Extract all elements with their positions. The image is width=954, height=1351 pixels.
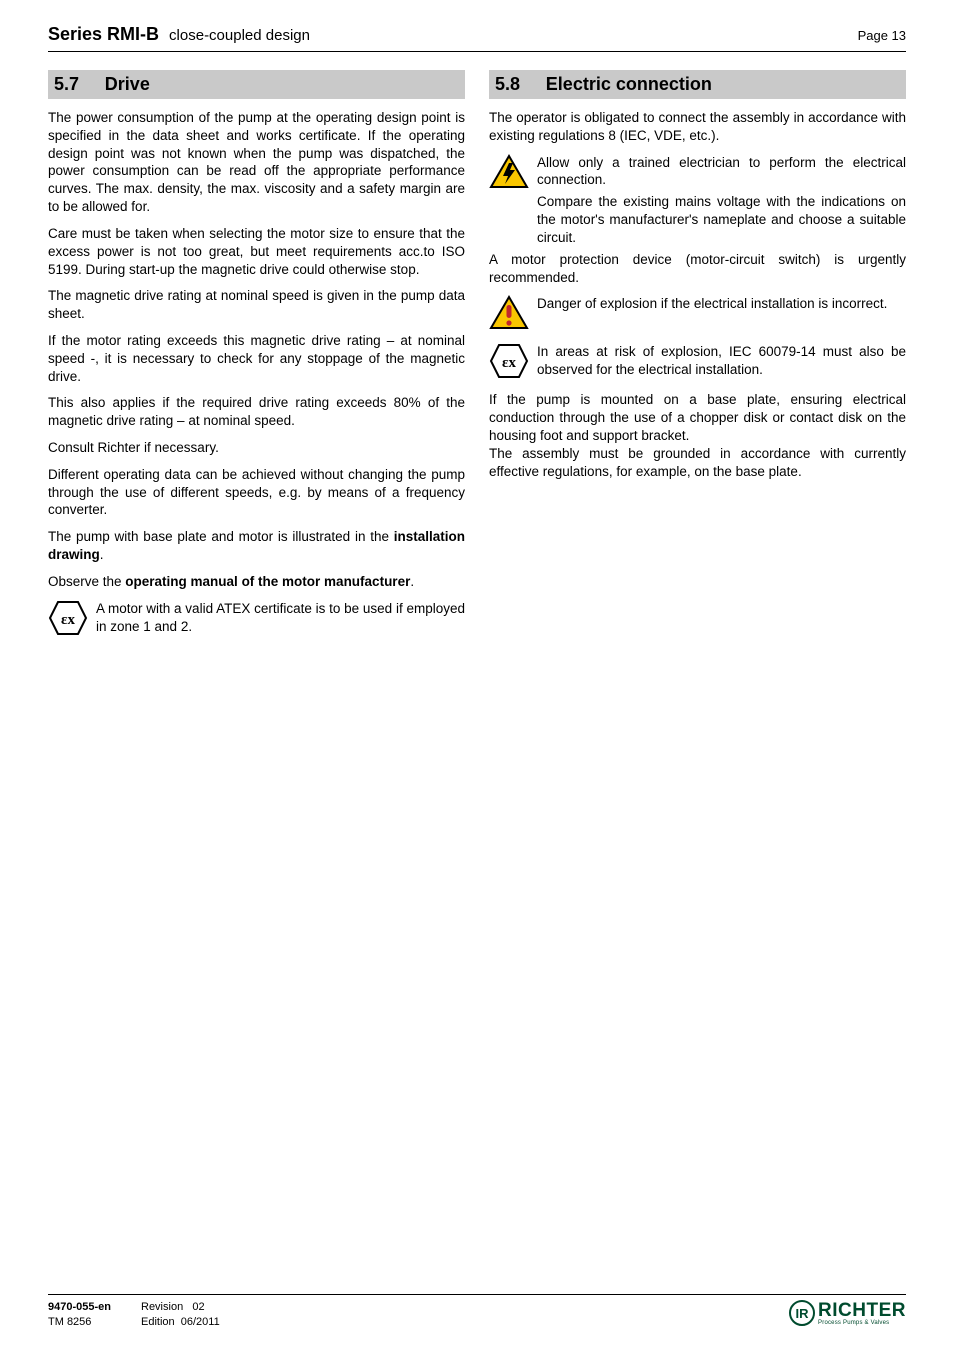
page-header: Series RMI-B close-coupled design Page 1… [48, 24, 906, 45]
logo-word: RICHTER [818, 1301, 906, 1320]
body-paragraph: This also applies if the required drive … [48, 394, 465, 430]
revision-value: 02 [192, 1301, 204, 1313]
page-footer: 9470-055-en TM 8256 Revision 02 Edition … [48, 1294, 906, 1329]
svg-text:εx: εx [502, 355, 516, 371]
logo-text-group: RICHTER Process Pumps & Valves [818, 1301, 906, 1326]
exclamation-triangle-icon [489, 295, 531, 334]
edition-value: 06/2011 [181, 1316, 220, 1328]
edition-line: Edition 06/2011 [141, 1315, 220, 1329]
series-title: Series RMI-B [48, 24, 159, 45]
section-number: 5.8 [495, 74, 520, 94]
section-heading-electric: 5.8 Electric connection [489, 70, 906, 99]
body-paragraph: A motor protection device (motor-circuit… [489, 251, 906, 287]
atex-note-text: A motor with a valid ATEX certificate is… [96, 600, 465, 639]
body-paragraph: Different operating data can be achieved… [48, 466, 465, 519]
edition-label: Edition [141, 1316, 175, 1328]
bold-text: operating manual of the motor manufactur… [125, 574, 410, 589]
atex-area-note-text: In areas at risk of explosion, IEC 60079… [537, 343, 906, 382]
electric-warning-text: Allow only a trained electrician to perf… [537, 154, 906, 247]
body-paragraph: Observe the operating manual of the moto… [48, 573, 465, 591]
electric-warning: Allow only a trained electrician to perf… [489, 154, 906, 247]
footer-revision: Revision 02 Edition 06/2011 [141, 1300, 220, 1329]
body-paragraph: If the pump is mounted on a base plate, … [489, 391, 906, 444]
explosion-danger-text: Danger of explosion if the electrical in… [537, 295, 906, 334]
body-paragraph: If the motor rating exceeds this magneti… [48, 332, 465, 385]
atex-area-note: εx In areas at risk of explosion, IEC 60… [489, 343, 906, 382]
content-columns: 5.7 Drive The power consumption of the p… [48, 70, 906, 648]
logo-mark: IR [789, 1300, 815, 1326]
right-column: 5.8 Electric connection The operator is … [489, 70, 906, 648]
text: . [410, 574, 414, 589]
body-paragraph: Consult Richter if necessary. [48, 439, 465, 457]
text: The pump with base plate and motor is il… [48, 529, 394, 544]
doc-code: 9470-055-en [48, 1300, 111, 1314]
body-paragraph: The magnetic drive rating at nominal spe… [48, 287, 465, 323]
section-title: Electric connection [546, 74, 712, 94]
body-paragraph: The power consumption of the pump at the… [48, 109, 465, 216]
body-paragraph: The operator is obligated to connect the… [489, 109, 906, 145]
svg-text:εx: εx [61, 612, 75, 628]
footer-row: 9470-055-en TM 8256 Revision 02 Edition … [48, 1300, 906, 1329]
text: Observe the [48, 574, 125, 589]
richter-logo: IR RICHTER Process Pumps & Valves [789, 1300, 906, 1326]
ex-hexagon-icon: εx [489, 343, 531, 382]
body-paragraph: Allow only a trained electrician to perf… [537, 154, 906, 190]
explosion-danger: Danger of explosion if the electrical in… [489, 295, 906, 334]
body-paragraph: The assembly must be grounded in accorda… [489, 445, 906, 481]
footer-left: 9470-055-en TM 8256 Revision 02 Edition … [48, 1300, 220, 1329]
body-paragraph: Compare the existing mains voltage with … [537, 193, 906, 246]
atex-note: εx A motor with a valid ATEX certificate… [48, 600, 465, 639]
text: . [100, 547, 104, 562]
left-column: 5.7 Drive The power consumption of the p… [48, 70, 465, 648]
revision-line: Revision 02 [141, 1300, 220, 1314]
revision-label: Revision [141, 1301, 183, 1313]
lightning-triangle-icon [489, 154, 531, 247]
header-left: Series RMI-B close-coupled design [48, 24, 310, 45]
ex-hexagon-icon: εx [48, 600, 90, 639]
section-title: Drive [105, 74, 150, 94]
header-rule [48, 51, 906, 52]
page-number: Page 13 [858, 28, 906, 43]
section-heading-drive: 5.7 Drive [48, 70, 465, 99]
tm-code: TM 8256 [48, 1315, 111, 1329]
section-number: 5.7 [54, 74, 79, 94]
body-paragraph: Care must be taken when selecting the mo… [48, 225, 465, 278]
footer-codes: 9470-055-en TM 8256 [48, 1300, 111, 1329]
body-paragraph: The pump with base plate and motor is il… [48, 528, 465, 564]
series-subtitle: close-coupled design [169, 27, 310, 44]
footer-rule [48, 1294, 906, 1295]
